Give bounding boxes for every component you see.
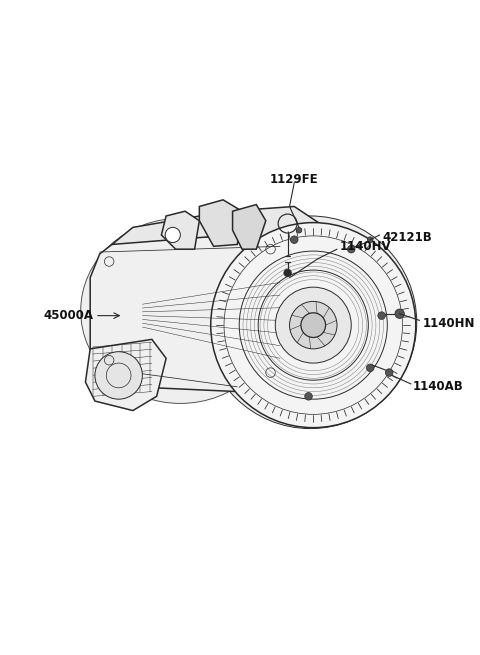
Polygon shape: [161, 211, 199, 249]
Text: 1129FE: 1129FE: [270, 173, 319, 186]
Circle shape: [95, 352, 143, 399]
Circle shape: [211, 223, 416, 428]
Circle shape: [290, 236, 298, 244]
Circle shape: [204, 216, 417, 428]
Text: 42121B: 42121B: [383, 231, 432, 244]
Circle shape: [367, 237, 373, 242]
Text: 1140HV: 1140HV: [340, 240, 392, 253]
Text: 1140HN: 1140HN: [422, 317, 475, 329]
Circle shape: [276, 287, 351, 363]
Polygon shape: [90, 237, 289, 392]
Circle shape: [165, 227, 180, 242]
Circle shape: [289, 301, 337, 349]
Text: 1140AB: 1140AB: [413, 381, 464, 394]
Polygon shape: [112, 206, 323, 261]
Polygon shape: [233, 204, 266, 249]
Circle shape: [284, 269, 291, 276]
Circle shape: [348, 246, 355, 253]
Ellipse shape: [81, 218, 280, 403]
Text: 45000A: 45000A: [43, 309, 93, 322]
Circle shape: [385, 369, 393, 377]
Circle shape: [296, 227, 302, 233]
Circle shape: [366, 364, 374, 371]
Polygon shape: [85, 339, 166, 411]
Polygon shape: [199, 200, 242, 246]
Circle shape: [395, 309, 404, 318]
Polygon shape: [280, 240, 342, 396]
Circle shape: [378, 312, 385, 320]
Circle shape: [305, 392, 312, 400]
Circle shape: [301, 313, 325, 337]
